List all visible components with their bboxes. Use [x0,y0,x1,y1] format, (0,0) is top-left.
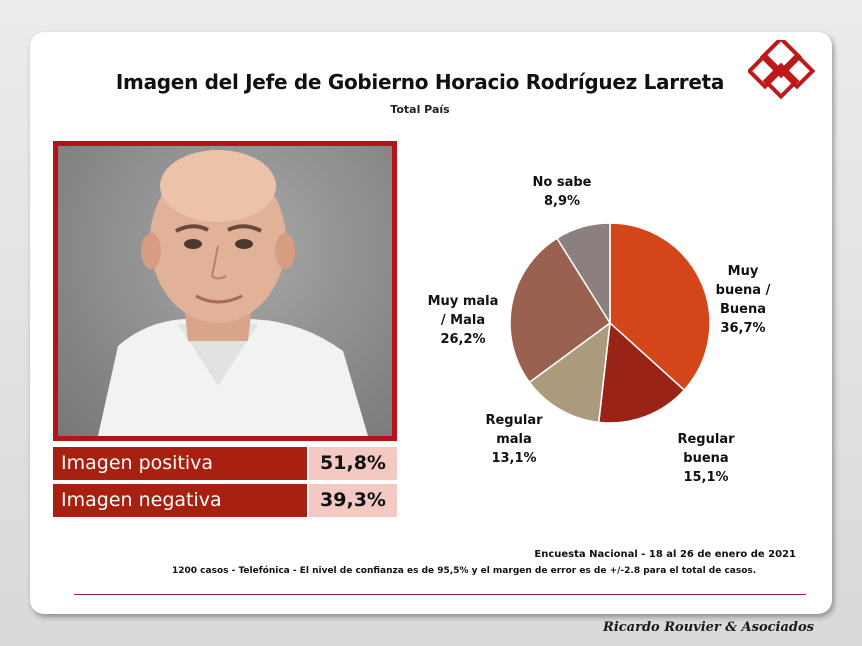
pie-label-value: 26,2% [440,332,486,347]
stat-label: Imagen negativa [53,484,307,517]
pie-label-text: Buena [719,302,766,317]
pie-label-value: 8,9% [543,194,581,209]
pie-label-text: Muy mala [427,294,499,309]
stat-row-negative: Imagen negativa 39,3% [53,484,397,517]
pie-label-text: Regular [677,432,735,447]
stat-row-positive: Imagen positiva 51,8% [53,447,397,480]
survey-info: Encuesta Nacional - 18 al 26 de enero de… [534,549,796,560]
pie-label-muy-buena: Muy buena / Buena 36,7% [693,262,793,338]
pie-label-regular-buena: Regular buena 15,1% [656,430,756,487]
brand-logo-icon [748,40,816,100]
stat-value: 39,3% [309,484,397,517]
pie-label-text: mala [496,432,532,447]
methodology-note: 1200 casos - Telefónica - El nivel de co… [172,566,757,576]
pie-label-regular-mala: Regular mala 13,1% [464,411,564,468]
stat-value: 51,8% [309,447,397,480]
page-subtitle: Total País [390,103,450,116]
pie-label-value: 13,1% [491,451,537,466]
portrait-photo [58,146,392,436]
page-title: Imagen del Jefe de Gobierno Horacio Rodr… [115,70,725,94]
pie-label-value: 15,1% [683,470,729,485]
pie-label-text: buena / [715,283,771,298]
pie-label-text: buena [683,451,729,466]
portrait-frame [53,141,397,441]
brand-signature: Ricardo Rouvier & Asociados [603,620,814,635]
pie-label-muy-mala: Muy mala / Mala 26,2% [413,292,513,349]
pie-label-text: / Mala [440,313,486,328]
pie-label-value: 36,7% [720,321,766,336]
footer-divider [74,594,806,595]
pie-label-text: Regular [485,413,543,428]
pie-label-no-sabe: No sabe 8,9% [512,173,612,211]
stat-label: Imagen positiva [53,447,307,480]
pie-label-text: No sabe [532,175,592,190]
pie-label-text: Muy [727,264,759,279]
portrait-illustration [98,150,368,436]
